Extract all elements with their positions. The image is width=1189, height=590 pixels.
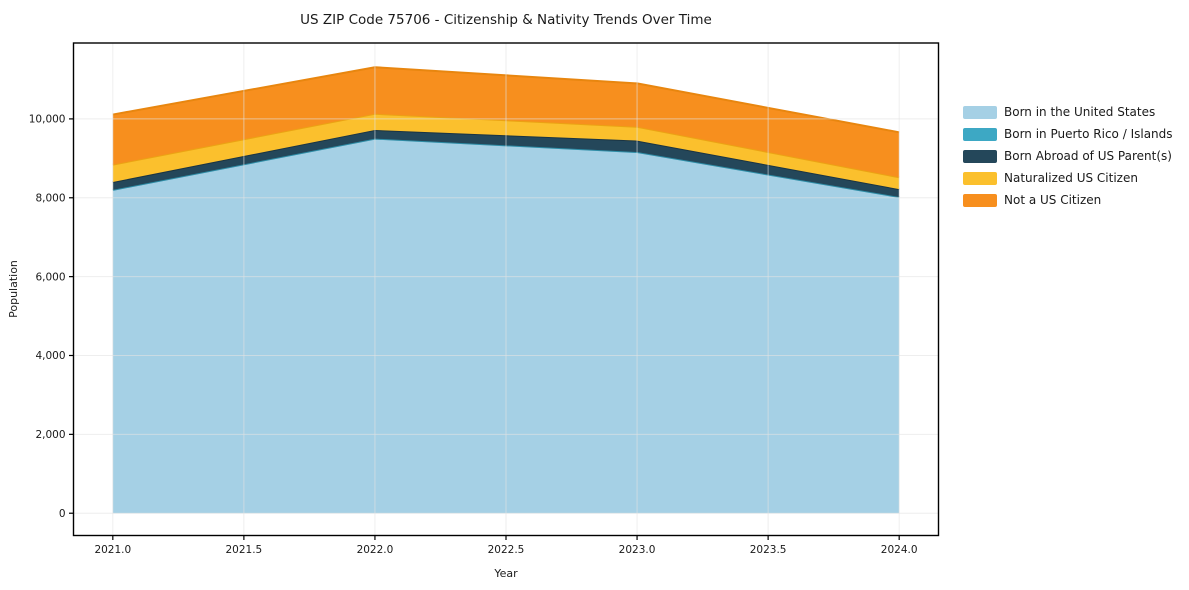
y-tick-label: 6,000 bbox=[35, 271, 65, 283]
area-band bbox=[112, 67, 900, 178]
y-tick-label: 8,000 bbox=[35, 192, 65, 204]
chart-title: US ZIP Code 75706 - Citizenship & Nativi… bbox=[300, 12, 712, 28]
x-axis-ticks: 2021.0 2021.5 2022.0 2022.5 2023.0 2023.5 2024… bbox=[94, 535, 918, 556]
legend-item: Born in Puerto Rico / Islands bbox=[963, 123, 1173, 145]
y-tick-label: 10,000 bbox=[29, 114, 66, 126]
chart-legend: Born in the United States Born in Puerto … bbox=[963, 101, 1173, 211]
legend-swatch bbox=[963, 105, 997, 119]
x-tick-label: 2024.0 bbox=[881, 544, 918, 556]
legend-item: Born Abroad of US Parent(s) bbox=[963, 145, 1173, 167]
x-tick-label: 2022.0 bbox=[357, 544, 394, 556]
legend-label: Not a US Citizen bbox=[1004, 192, 1102, 207]
y-tick-label: 4,000 bbox=[35, 350, 65, 362]
legend-item: Not a US Citizen bbox=[963, 189, 1173, 211]
x-tick-label: 2023.0 bbox=[619, 544, 656, 556]
x-axis-label: Year bbox=[493, 567, 518, 580]
x-tick-label: 2021.0 bbox=[94, 544, 131, 556]
legend-label: Naturalized US Citizen bbox=[1004, 170, 1138, 185]
gridlines bbox=[73, 43, 939, 536]
legend-swatch bbox=[963, 127, 997, 141]
area-band bbox=[112, 113, 900, 190]
legend-swatch bbox=[963, 149, 997, 163]
legend-item: Naturalized US Citizen bbox=[963, 167, 1173, 189]
y-tick-label: 0 bbox=[59, 508, 66, 520]
y-axis-label: Population bbox=[7, 260, 20, 318]
legend-label: Born Abroad of US Parent(s) bbox=[1004, 148, 1172, 163]
legend-label: Born in Puerto Rico / Islands bbox=[1004, 126, 1173, 141]
legend-swatch bbox=[963, 171, 997, 185]
y-axis-ticks: 0 2,000 4,000 6,000 8,000 10,000 bbox=[29, 114, 74, 520]
x-tick-label: 2021.5 bbox=[226, 544, 263, 556]
y-tick-label: 2,000 bbox=[35, 429, 65, 441]
area-band bbox=[112, 129, 900, 197]
legend-swatch bbox=[963, 193, 997, 207]
x-tick-label: 2023.5 bbox=[750, 544, 787, 556]
legend-item: Born in the United States bbox=[963, 101, 1173, 123]
legend-label: Born in the United States bbox=[1004, 104, 1156, 119]
x-tick-label: 2022.5 bbox=[488, 544, 525, 556]
